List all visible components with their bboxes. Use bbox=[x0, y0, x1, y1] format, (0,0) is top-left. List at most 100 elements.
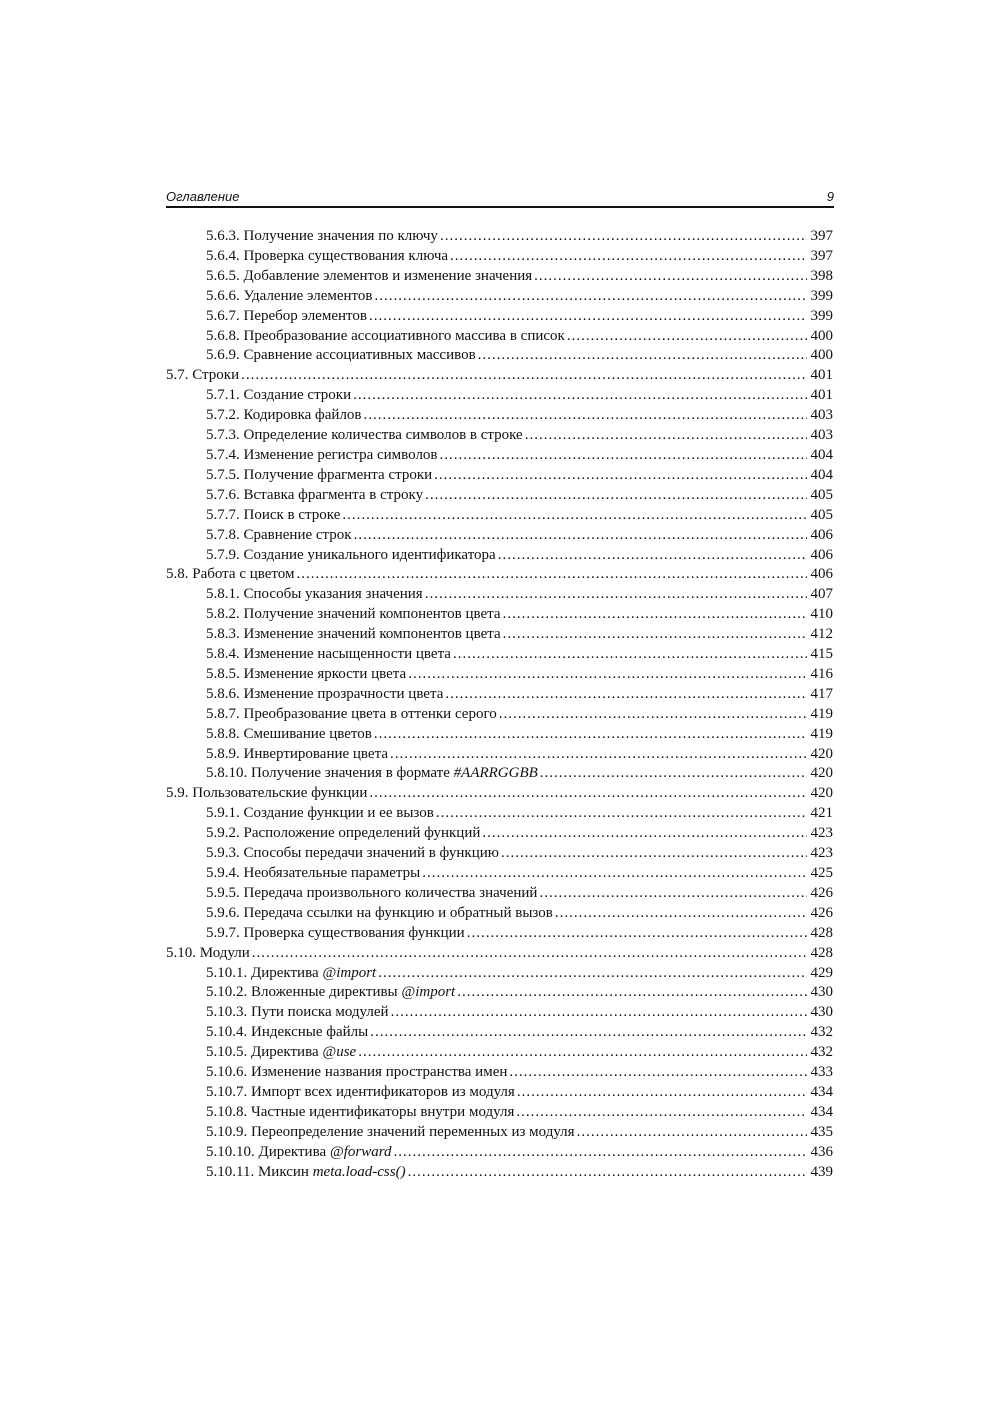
dot-leader bbox=[393, 1143, 807, 1163]
entry-number: 5.6.8. bbox=[206, 327, 240, 344]
entry-number: 5.9.2. bbox=[206, 825, 240, 842]
toc-subsection[interactable]: 5.10.9. Переопределение значений перемен… bbox=[166, 1123, 833, 1143]
entry-title: Изменение яркости цвета bbox=[243, 665, 407, 682]
toc-subsection[interactable]: 5.7.1. Создание строки 401 bbox=[166, 386, 833, 406]
entry-title: Получение фрагмента строки bbox=[243, 466, 433, 483]
toc-subsection[interactable]: 5.7.9. Создание уникального идентификато… bbox=[166, 546, 833, 566]
toc-subsection[interactable]: 5.9.7. Проверка существования функции 428 bbox=[166, 924, 833, 944]
entry-number: 5.10.6. bbox=[206, 1064, 248, 1081]
toc-subsection[interactable]: 5.10.2. Вложенные директивы @import 430 bbox=[166, 983, 833, 1003]
dot-leader bbox=[353, 386, 807, 406]
dot-leader bbox=[378, 964, 807, 984]
entry-title: Изменение регистра символов bbox=[243, 446, 438, 463]
dot-leader bbox=[467, 924, 807, 944]
entry-title: Индексные файлы bbox=[251, 1024, 369, 1041]
toc-section[interactable]: 5.9. Пользовательские функции 420 bbox=[166, 784, 833, 804]
toc-subsection[interactable]: 5.10.7. Импорт всех идентификаторов из м… bbox=[166, 1083, 833, 1103]
entry-title: Получение значения в формате bbox=[251, 765, 450, 782]
toc-section[interactable]: 5.10. Модули 428 bbox=[166, 944, 833, 964]
dot-leader bbox=[408, 665, 807, 685]
toc-subsection[interactable]: 5.9.3. Способы передачи значений в функц… bbox=[166, 844, 833, 864]
toc-subsection[interactable]: 5.8.10. Получение значения в формате #AA… bbox=[166, 764, 833, 784]
dot-leader bbox=[241, 366, 807, 386]
dot-leader bbox=[425, 486, 807, 506]
entry-page: 400 bbox=[810, 347, 834, 364]
toc-subsection[interactable]: 5.7.8. Сравнение строк 406 bbox=[166, 526, 833, 546]
toc-subsection[interactable]: 5.6.5. Добавление элементов и изменение … bbox=[166, 267, 833, 287]
toc-subsection[interactable]: 5.9.2. Расположение определений функций 4… bbox=[166, 824, 833, 844]
entry-title: Передача произвольного количества значен… bbox=[243, 884, 538, 901]
running-header: Оглавление 9 bbox=[166, 188, 834, 208]
entry-page: 434 bbox=[810, 1103, 834, 1120]
entry-page: 416 bbox=[810, 665, 834, 682]
entry-title: Директива bbox=[258, 1143, 327, 1160]
entry-number: 5.6.6. bbox=[206, 287, 240, 304]
entry-number: 5.10.7. bbox=[206, 1083, 248, 1100]
toc-subsection[interactable]: 5.6.3. Получение значения по ключу 397 bbox=[166, 227, 833, 247]
toc-subsection[interactable]: 5.10.10. Директива @forward 436 bbox=[166, 1143, 833, 1163]
dot-leader bbox=[358, 1043, 807, 1063]
entry-title: Модули bbox=[199, 944, 250, 961]
toc-subsection[interactable]: 5.10.11. Миксин meta.load-css() 439 bbox=[166, 1163, 833, 1183]
entry-title: Миксин bbox=[257, 1163, 309, 1180]
entry-number: 5.10. bbox=[166, 944, 196, 961]
entry-title: Перебор элементов bbox=[243, 307, 367, 324]
toc-subsection[interactable]: 5.8.7. Преобразование цвета в оттенки се… bbox=[166, 705, 833, 725]
entry-title: Преобразование цвета в оттенки серого bbox=[243, 705, 497, 722]
header-title: Оглавление bbox=[166, 189, 240, 204]
entry-title: Импорт всех идентификаторов из модуля bbox=[251, 1083, 515, 1100]
entry-title: Инвертирование цвета bbox=[243, 745, 388, 762]
entry-page: 423 bbox=[810, 825, 834, 842]
toc-subsection[interactable]: 5.10.5. Директива @use 432 bbox=[166, 1043, 833, 1063]
entry-page: 423 bbox=[810, 845, 834, 862]
toc-subsection[interactable]: 5.8.6. Изменение прозрачности цвета 417 bbox=[166, 685, 833, 705]
entry-code: meta.load-css() bbox=[312, 1163, 406, 1180]
entry-title: Получение значения по ключу bbox=[243, 228, 438, 244]
entry-page: 404 bbox=[810, 466, 834, 483]
dot-leader bbox=[445, 685, 807, 705]
toc-subsection[interactable]: 5.8.1. Способы указания значения 407 bbox=[166, 585, 833, 605]
toc-subsection[interactable]: 5.9.1. Создание функции и ее вызов 421 bbox=[166, 804, 833, 824]
toc-subsection[interactable]: 5.10.4. Индексные файлы 432 bbox=[166, 1023, 833, 1043]
entry-number: 5.6.9. bbox=[206, 347, 240, 364]
entry-number: 5.7.4. bbox=[206, 446, 240, 463]
toc-subsection[interactable]: 5.8.3. Изменение значений компонентов цв… bbox=[166, 625, 833, 645]
toc-subsection[interactable]: 5.8.4. Изменение насыщенности цвета 415 bbox=[166, 645, 833, 665]
dot-leader bbox=[525, 426, 807, 446]
toc-subsection[interactable]: 5.6.6. Удаление элементов 399 bbox=[166, 287, 833, 307]
toc-subsection[interactable]: 5.8.5. Изменение яркости цвета 416 bbox=[166, 665, 833, 685]
toc-subsection[interactable]: 5.7.3. Определение количества символов в… bbox=[166, 426, 833, 446]
toc-subsection[interactable]: 5.6.7. Перебор элементов 399 bbox=[166, 307, 833, 327]
toc-subsection[interactable]: 5.8.8. Смешивание цветов 419 bbox=[166, 725, 833, 745]
entry-title: Создание строки bbox=[243, 387, 352, 404]
entry-page: 404 bbox=[810, 446, 834, 463]
entry-number: 5.10.10. bbox=[206, 1143, 255, 1160]
toc-subsection[interactable]: 5.9.5. Передача произвольного количества… bbox=[166, 884, 833, 904]
entry-title: Создание уникального идентификатора bbox=[243, 546, 496, 563]
toc-subsection[interactable]: 5.8.2. Получение значений компонентов цв… bbox=[166, 605, 833, 625]
toc-subsection[interactable]: 5.6.9. Сравнение ассоциативных массивов 4… bbox=[166, 346, 833, 366]
toc-subsection[interactable]: 5.8.9. Инвертирование цвета 420 bbox=[166, 745, 833, 765]
toc-subsection[interactable]: 5.10.1. Директива @import 429 bbox=[166, 964, 833, 984]
dot-leader bbox=[509, 1063, 807, 1083]
toc-subsection[interactable]: 5.7.7. Поиск в строке 405 bbox=[166, 506, 833, 526]
dot-leader bbox=[390, 745, 807, 765]
entry-title: Получение значений компонентов цвета bbox=[243, 606, 501, 623]
toc-subsection[interactable]: 5.7.6. Вставка фрагмента в строку 405 bbox=[166, 486, 833, 506]
toc-subsection[interactable]: 5.9.4. Необязательные параметры 425 bbox=[166, 864, 833, 884]
toc-subsection[interactable]: 5.10.8. Частные идентификаторы внутри мо… bbox=[166, 1103, 833, 1123]
toc-subsection[interactable]: 5.9.6. Передача ссылки на функцию и обра… bbox=[166, 904, 833, 924]
toc-subsection[interactable]: 5.7.2. Кодировка файлов 403 bbox=[166, 406, 833, 426]
dot-leader bbox=[364, 406, 807, 426]
dot-leader bbox=[434, 466, 807, 486]
toc-section[interactable]: 5.8. Работа с цветом 406 bbox=[166, 565, 833, 585]
toc-subsection[interactable]: 5.6.8. Преобразование ассоциативного мас… bbox=[166, 327, 833, 347]
toc-subsection[interactable]: 5.7.5. Получение фрагмента строки 404 bbox=[166, 466, 833, 486]
toc-section[interactable]: 5.7. Строки 401 bbox=[166, 366, 833, 386]
entry-page: 432 bbox=[810, 1024, 834, 1041]
toc-subsection[interactable]: 5.7.4. Изменение регистра символов 404 bbox=[166, 446, 833, 466]
entry-number: 5.8.8. bbox=[206, 725, 240, 742]
toc-subsection[interactable]: 5.6.4. Проверка существования ключа 397 bbox=[166, 247, 833, 267]
toc-subsection[interactable]: 5.10.6. Изменение названия пространства … bbox=[166, 1063, 833, 1083]
toc-subsection[interactable]: 5.10.3. Пути поиска модулей 430 bbox=[166, 1003, 833, 1023]
